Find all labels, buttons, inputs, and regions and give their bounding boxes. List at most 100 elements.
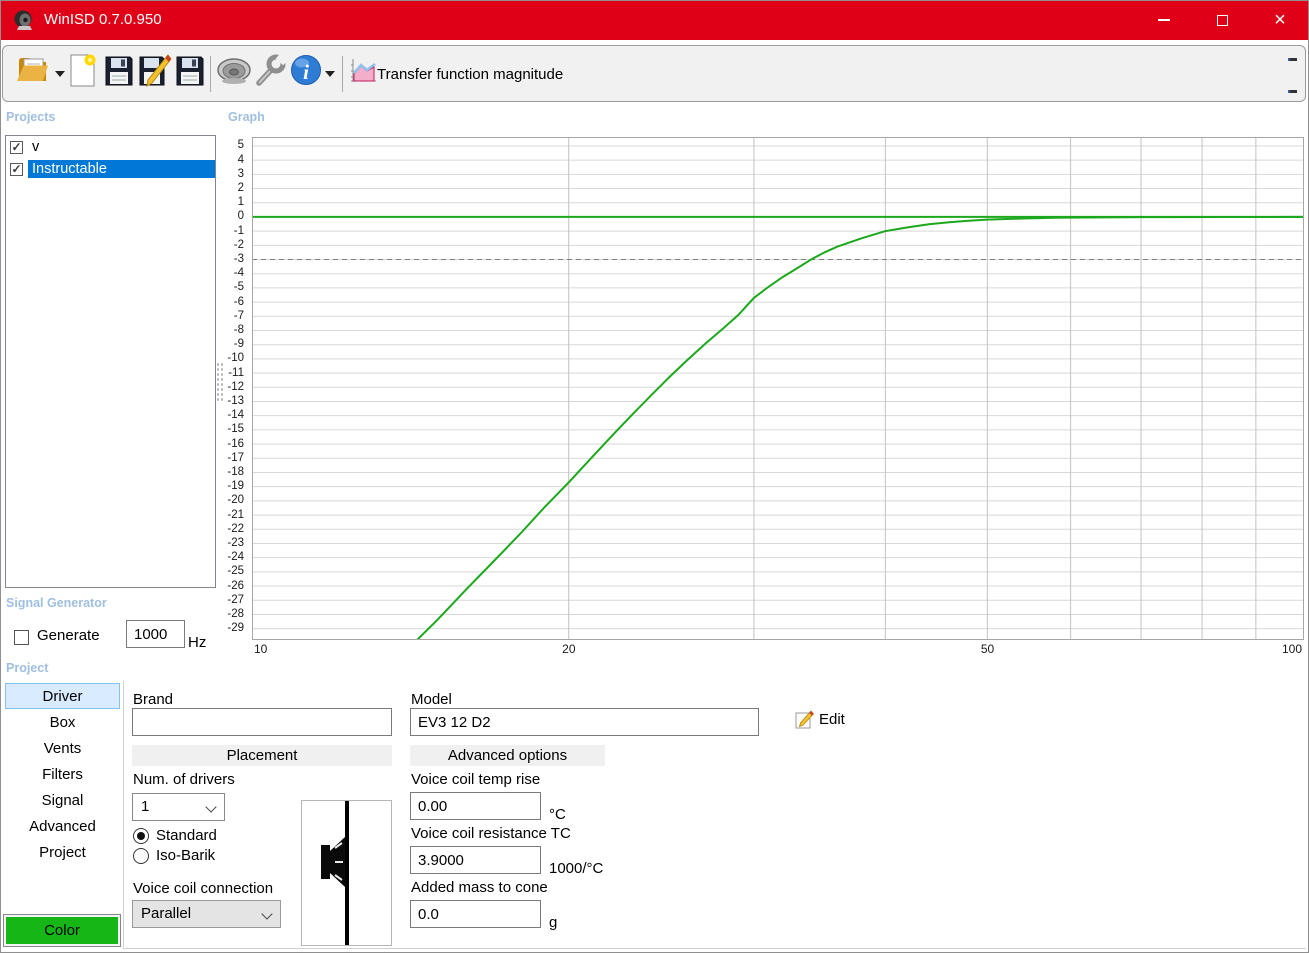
save-project-icon[interactable] bbox=[103, 53, 135, 89]
y-tick-label: -7 bbox=[233, 309, 244, 322]
brand-label: Brand bbox=[133, 691, 174, 708]
about-info-icon[interactable]: i bbox=[290, 54, 322, 86]
content-divider bbox=[123, 681, 124, 949]
y-tick-label: -18 bbox=[227, 465, 244, 478]
y-tick-label: -4 bbox=[233, 267, 244, 280]
y-tick-label: -16 bbox=[227, 437, 244, 450]
toolbar-overflow-mark bbox=[1288, 58, 1297, 61]
frequency-input[interactable] bbox=[126, 620, 185, 648]
edit-save-icon[interactable] bbox=[138, 53, 172, 89]
tab-driver[interactable]: Driver bbox=[5, 683, 120, 709]
project-list-item[interactable]: ✓ Instructable bbox=[6, 158, 215, 180]
open-dropdown-arrow[interactable] bbox=[55, 71, 65, 77]
open-project-icon[interactable] bbox=[15, 53, 53, 87]
project-list-item[interactable]: ✓ v bbox=[6, 136, 215, 158]
y-tick-label: -6 bbox=[233, 295, 244, 308]
graph-y-axis-labels: 5 4 3 2 1 0 -1 -2 -3 -4 -5 -6 -7 -8 -9 -10 -11 -12 -13 -14-… bbox=[214, 137, 248, 640]
check-icon: ✓ bbox=[11, 162, 22, 176]
y-tick-label: 3 bbox=[237, 167, 244, 180]
added-mass-input[interactable] bbox=[410, 900, 541, 928]
y-tick-label: -10 bbox=[227, 352, 244, 365]
project-checkbox[interactable]: ✓ bbox=[10, 162, 23, 176]
y-tick-label: -11 bbox=[228, 366, 244, 379]
save-as-icon[interactable] bbox=[174, 53, 206, 89]
main-toolbar: i Transfer function magnitude bbox=[2, 45, 1306, 102]
y-tick-label: -25 bbox=[227, 565, 244, 578]
color-button[interactable]: Color bbox=[6, 917, 118, 944]
brand-input[interactable] bbox=[132, 708, 392, 736]
chevron-down-icon bbox=[205, 801, 217, 813]
y-tick-label: -5 bbox=[233, 281, 244, 294]
y-tick-label: -14 bbox=[227, 409, 244, 422]
model-input[interactable] bbox=[410, 708, 759, 736]
y-tick-label: 0 bbox=[237, 210, 244, 223]
y-tick-label: -12 bbox=[227, 380, 244, 393]
tab-signal[interactable]: Signal bbox=[41, 792, 84, 809]
svg-text:i: i bbox=[303, 60, 309, 84]
close-button[interactable]: × bbox=[1251, 0, 1309, 40]
voice-coil-connection-label: Voice coil connection bbox=[133, 880, 274, 897]
voice-coil-resistance-tc-input[interactable] bbox=[410, 846, 541, 874]
graph-type-chart-icon[interactable] bbox=[349, 57, 377, 85]
voice-coil-connection-select[interactable]: Parallel bbox=[132, 900, 281, 928]
num-drivers-select[interactable]: 1 bbox=[132, 793, 225, 821]
tab-box[interactable]: Box bbox=[49, 714, 76, 731]
project-name[interactable]: Instructable bbox=[28, 160, 215, 178]
content-divider bbox=[123, 948, 1306, 949]
close-icon: × bbox=[1274, 8, 1286, 31]
voice-coil-resistance-tc-label: Voice coil resistance TC bbox=[411, 825, 571, 842]
tab-project[interactable]: Project bbox=[39, 844, 86, 861]
y-tick-label: -21 bbox=[227, 508, 244, 521]
y-tick-label: -22 bbox=[227, 522, 244, 535]
app-speaker-icon bbox=[14, 10, 32, 30]
options-wrench-icon[interactable] bbox=[253, 53, 287, 89]
y-tick-label: -15 bbox=[227, 423, 244, 436]
y-tick-label: -1 bbox=[233, 224, 244, 237]
minimize-button[interactable] bbox=[1135, 0, 1193, 40]
x-tick-label: 50 bbox=[980, 642, 995, 656]
graph-type-selector[interactable]: Transfer function magnitude bbox=[377, 66, 564, 83]
new-project-icon[interactable] bbox=[68, 53, 98, 89]
projects-listbox[interactable]: ✓ v ✓ Instructable bbox=[5, 135, 216, 588]
y-tick-label: -9 bbox=[233, 338, 244, 351]
voice-coil-temp-rise-unit: °C bbox=[549, 806, 566, 823]
placement-header[interactable]: Placement bbox=[132, 745, 392, 766]
transfer-function-plot bbox=[252, 137, 1305, 641]
y-tick-label: -26 bbox=[227, 579, 244, 592]
num-drivers-label: Num. of drivers bbox=[133, 771, 235, 788]
standard-radio[interactable] bbox=[133, 828, 149, 844]
y-tick-label: -19 bbox=[227, 480, 244, 493]
project-tab-list: Driver Box Vents Filters Signal Advanced Proje… bbox=[5, 683, 120, 865]
generate-checkbox[interactable] bbox=[14, 630, 29, 645]
x-tick-label: 10 bbox=[254, 642, 268, 656]
driver-editor-icon[interactable] bbox=[215, 56, 253, 86]
standard-radio-label: Standard bbox=[156, 827, 217, 844]
minimize-icon bbox=[1158, 19, 1170, 21]
info-dropdown-arrow[interactable] bbox=[325, 71, 335, 77]
y-tick-label: -28 bbox=[227, 607, 244, 620]
y-tick-label: 4 bbox=[237, 153, 244, 166]
y-tick-label: -17 bbox=[227, 451, 244, 464]
tab-vents[interactable]: Vents bbox=[43, 740, 82, 757]
project-header: Project bbox=[6, 661, 49, 675]
advanced-options-header[interactable]: Advanced options bbox=[410, 745, 605, 766]
toolbar-separator bbox=[342, 56, 343, 92]
y-tick-label: -2 bbox=[233, 238, 244, 251]
x-tick-label: 100 bbox=[1282, 642, 1303, 656]
driver-placement-diagram bbox=[301, 800, 392, 946]
isobarik-radio[interactable] bbox=[133, 848, 149, 864]
maximize-button[interactable] bbox=[1193, 0, 1251, 40]
project-checkbox[interactable]: ✓ bbox=[10, 140, 23, 154]
edit-pencil-icon bbox=[795, 710, 814, 729]
y-tick-label: -23 bbox=[227, 536, 244, 549]
frequency-unit: Hz bbox=[188, 634, 207, 651]
voice-coil-temp-rise-input[interactable] bbox=[410, 792, 541, 820]
tab-filters[interactable]: Filters bbox=[42, 766, 83, 783]
series-Instructable bbox=[416, 215, 1305, 641]
edit-driver-button[interactable]: Edit bbox=[795, 710, 845, 729]
x-tick-label: 20 bbox=[562, 642, 576, 656]
y-tick-label: 1 bbox=[237, 196, 244, 209]
splitter-grip[interactable] bbox=[216, 362, 225, 402]
tab-advanced[interactable]: Advanced bbox=[29, 818, 96, 835]
project-name[interactable]: v bbox=[32, 139, 40, 155]
